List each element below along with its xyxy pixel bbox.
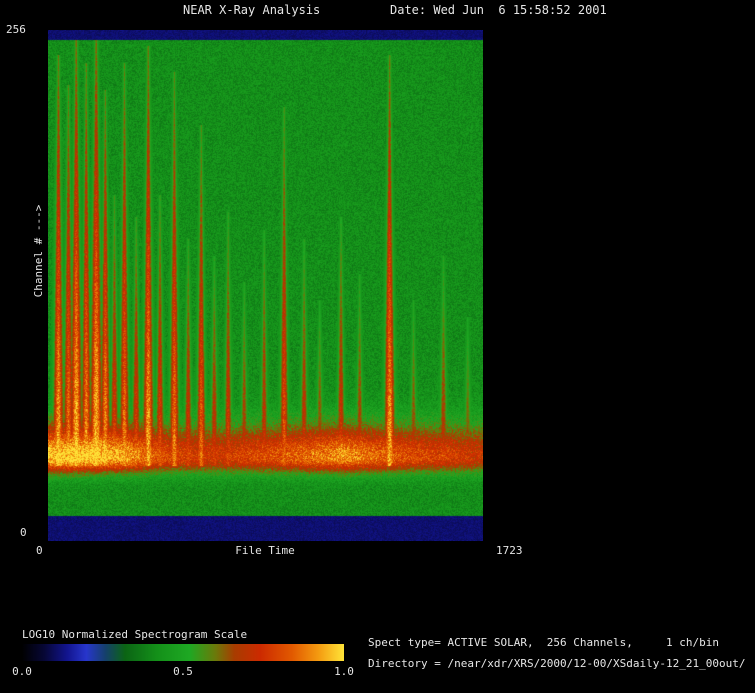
colorbar-gradient <box>22 644 344 661</box>
colorbar-tick-0: 0.0 <box>12 665 32 678</box>
x-axis-min-label: 0 <box>36 544 43 557</box>
spect-type-info: Spect type= ACTIVE SOLAR, 256 Channels, … <box>368 636 719 649</box>
x-axis-max-label: 1723 <box>496 544 523 557</box>
colorbar-tick-05: 0.5 <box>173 665 193 678</box>
y-axis-max-label: 256 <box>6 23 26 36</box>
date-label: Date: Wed Jun 6 15:58:52 2001 <box>390 3 607 17</box>
y-axis-title: Channel # ---> <box>32 204 45 298</box>
y-axis-min-label: 0 <box>20 526 27 539</box>
spectrogram-heatmap <box>48 30 483 541</box>
directory-info: Directory = /near/xdr/XRS/2000/12-00/XSd… <box>368 657 746 670</box>
x-axis-title: File Time <box>235 544 295 557</box>
colorbar-tick-1: 1.0 <box>334 665 354 678</box>
colorbar-label: LOG10 Normalized Spectrogram Scale <box>22 628 248 641</box>
page-title: NEAR X-Ray Analysis <box>183 3 321 17</box>
